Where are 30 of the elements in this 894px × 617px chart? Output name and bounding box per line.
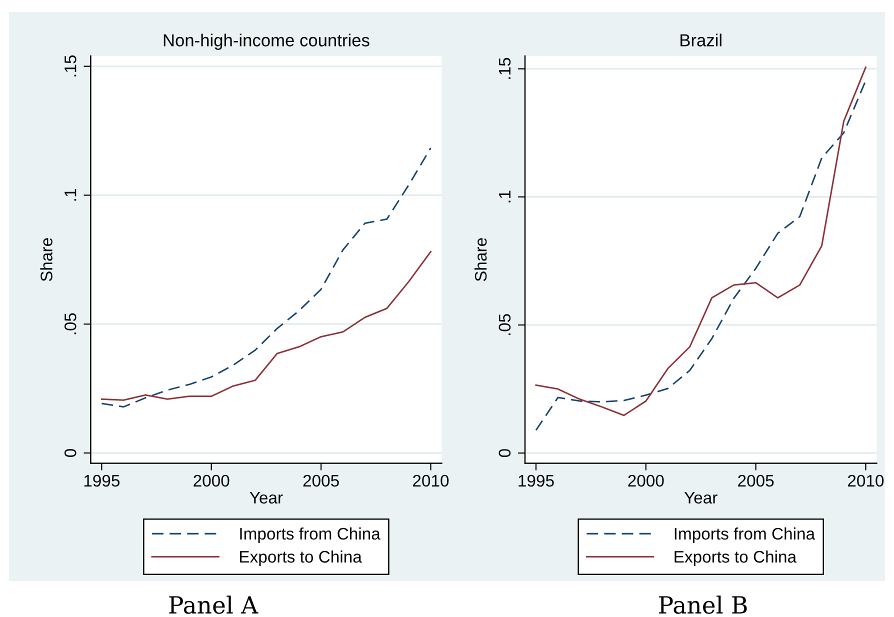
line-series: [100, 250, 432, 401]
y-tick-label: .1: [498, 190, 510, 202]
y-tick-label: 0: [498, 449, 511, 458]
line-series: [100, 147, 432, 408]
chart-title: Non-high-income countries: [164, 34, 370, 50]
y-axis-title: Share: [40, 238, 52, 282]
x-axis-title: Year: [250, 492, 283, 504]
x-tick-label: 2000: [194, 474, 230, 487]
x-tick-label: 2000: [628, 474, 664, 487]
y-tick-label: .1: [64, 189, 76, 201]
y-tick-label: .05: [64, 313, 76, 334]
y-tick-label: .15: [498, 58, 511, 79]
x-tick-label: 1995: [518, 474, 554, 487]
legend-label: Exports to China: [674, 550, 797, 566]
x-tick-label: 2010: [848, 474, 884, 487]
y-tick-label: .05: [498, 314, 511, 336]
legend-label: Exports to China: [240, 550, 362, 566]
x-tick-label: 2005: [738, 474, 774, 487]
x-tick-label: 2010: [413, 474, 449, 487]
y-axis-title: Share: [474, 238, 487, 282]
chart-title: Brazil: [680, 34, 722, 46]
x-tick-label: 2005: [303, 474, 339, 487]
x-axis-title: Year: [684, 492, 718, 504]
legend-label: Imports from China: [674, 527, 816, 543]
y-tick-label: .15: [64, 55, 76, 76]
y-tick-label: 0: [64, 449, 76, 457]
text: Panel B: [659, 596, 747, 614]
text: Panel A: [169, 596, 258, 614]
legend-label: Imports from China: [240, 527, 380, 543]
x-tick-label: 1995: [84, 474, 120, 487]
